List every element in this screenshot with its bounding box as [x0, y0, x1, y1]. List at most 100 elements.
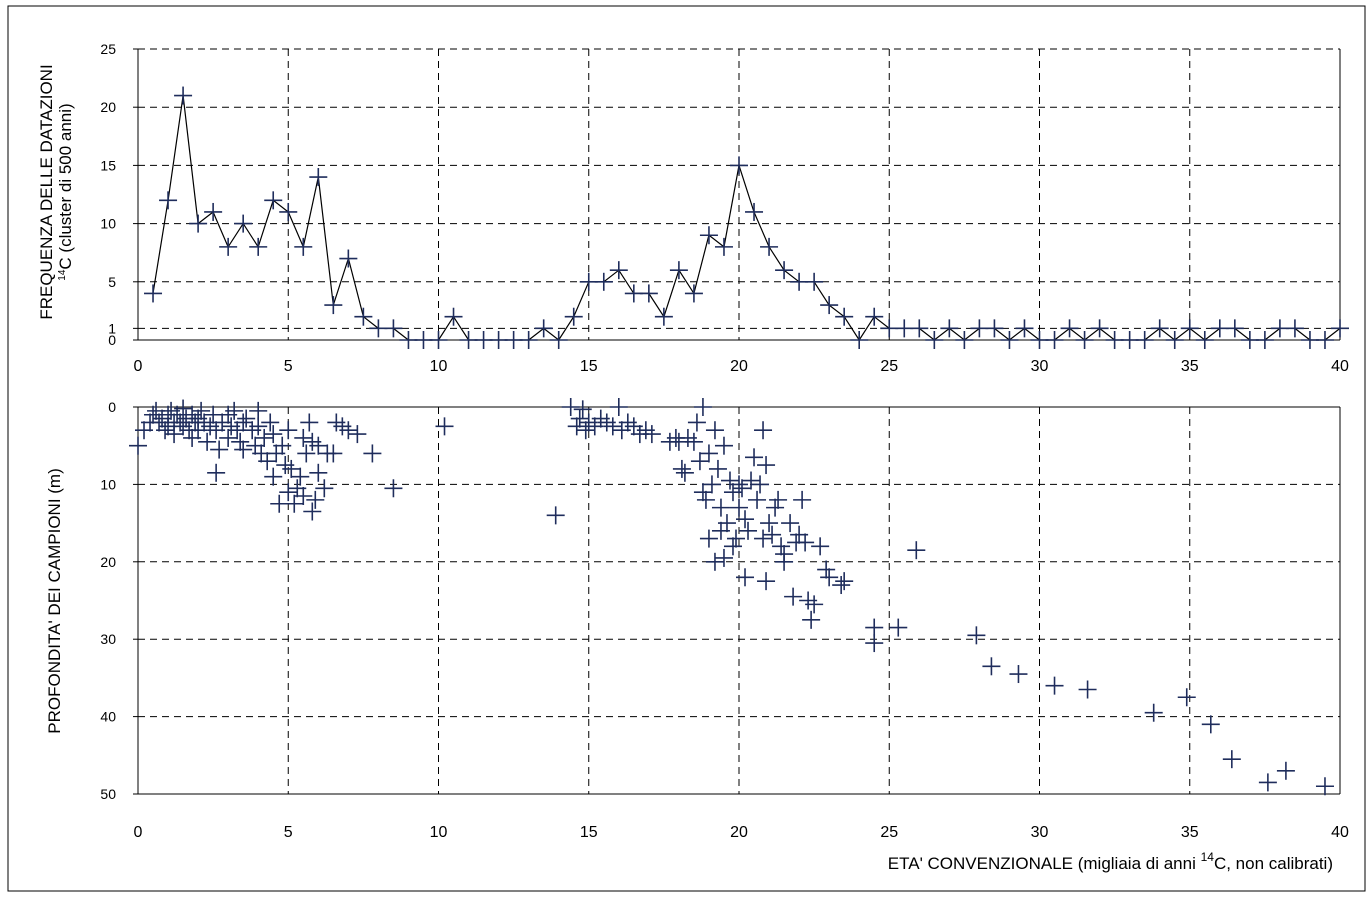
depth-point-135 [751, 475, 770, 494]
depth-chart: 0 10 20 30 40 50 0 5 10 15 20 25 30 35 40 PROFONDITA' … [45, 398, 1349, 873]
frequency-point-54 [955, 331, 974, 349]
depth-point-123 [723, 537, 742, 556]
depth-point-146 [775, 545, 794, 564]
depth-xlabel-sup: 14 [1201, 850, 1215, 864]
depth-point-92 [609, 398, 628, 416]
frequency-point-56 [985, 319, 1004, 338]
frequency-point-74 [1255, 331, 1274, 349]
frequency-point-47 [850, 331, 869, 349]
frequency-point-60 [1045, 331, 1064, 349]
frequency-point-55 [970, 319, 989, 338]
frequency-series [144, 86, 1349, 349]
depth-point-173 [1222, 750, 1241, 769]
depth-series [129, 398, 1334, 796]
frequency-point-11 [309, 168, 328, 187]
frequency-point-18 [414, 331, 433, 349]
depth-point-43 [249, 401, 268, 420]
depth-point-66 [303, 502, 322, 521]
depth-xtick-8: 40 [1331, 824, 1349, 841]
frequency-point-64 [1105, 331, 1124, 349]
depth-point-83 [567, 417, 586, 436]
depth-xtick-5: 25 [880, 824, 898, 841]
frequency-point-58 [1015, 319, 1034, 338]
depth-point-48 [261, 413, 280, 432]
frequency-ylabel-line1: FREQUENZA DELLE DATAZIONI [37, 64, 56, 319]
depth-point-155 [805, 595, 824, 614]
depth-point-136 [754, 421, 773, 440]
frequency-line [152, 95, 1341, 342]
depth-point-125 [726, 529, 745, 548]
frequency-point-26 [534, 319, 553, 338]
frequency-point-38 [714, 237, 733, 256]
depth-xtick-3: 15 [580, 824, 598, 841]
depth-xtick-1: 5 [284, 824, 293, 841]
depth-point-166 [982, 657, 1001, 676]
frequency-xtick-5: 25 [880, 358, 898, 375]
depth-point-77 [363, 444, 382, 463]
frequency-xtick-3: 15 [580, 358, 598, 375]
depth-point-108 [693, 398, 712, 416]
frequency-point-62 [1075, 331, 1094, 349]
frequency-point-35 [669, 261, 688, 280]
depth-point-129 [736, 510, 755, 529]
depth-point-152 [796, 533, 815, 552]
depth-point-122 [720, 471, 739, 490]
depth-point-171 [1177, 688, 1196, 707]
depth-point-144 [772, 537, 791, 556]
depth-point-82 [561, 398, 580, 416]
depth-tick-labels: 0 10 20 30 40 50 0 5 10 15 20 25 30 35 40 [100, 399, 1349, 841]
frequency-point-27 [549, 331, 568, 349]
frequency-grid [138, 48, 1340, 340]
frequency-point-2 [174, 86, 193, 105]
frequency-point-45 [820, 296, 839, 315]
frequency-point-44 [805, 272, 824, 291]
depth-point-55 [279, 421, 298, 440]
frequency-point-68 [1165, 331, 1184, 349]
frequency-xtick-8: 40 [1331, 358, 1349, 375]
depth-point-86 [576, 421, 595, 440]
frequency-point-46 [835, 307, 854, 326]
depth-point-44 [249, 417, 268, 436]
frequency-xtick-4: 20 [730, 358, 748, 375]
frequency-point-28 [564, 307, 583, 326]
depth-point-80 [435, 417, 454, 436]
frequency-point-24 [504, 331, 523, 349]
depth-point-119 [714, 436, 733, 455]
frequency-xtick-2: 10 [430, 358, 448, 375]
frequency-point-22 [474, 331, 493, 349]
depth-point-110 [696, 490, 715, 509]
depth-point-115 [705, 552, 724, 571]
frequency-point-39 [730, 156, 748, 175]
frequency-ytick-2: 5 [108, 274, 116, 290]
depth-point-165 [967, 626, 986, 645]
frequency-point-6 [234, 214, 253, 233]
frequency-point-15 [369, 319, 388, 338]
depth-point-116 [708, 459, 727, 478]
depth-point-139 [757, 572, 776, 591]
depth-axes [133, 406, 1341, 795]
frequency-point-14 [354, 307, 373, 326]
frequency-point-36 [684, 284, 703, 303]
frequency-point-23 [489, 331, 508, 349]
depth-point-39 [234, 440, 253, 459]
depth-point-78 [384, 479, 403, 498]
depth-point-174 [1258, 773, 1277, 792]
depth-grid [138, 407, 1340, 794]
frequency-point-19 [429, 331, 448, 349]
frequency-point-57 [1000, 331, 1019, 349]
depth-point-33 [219, 428, 238, 447]
frequency-point-48 [865, 307, 884, 326]
depth-point-63 [297, 444, 316, 463]
frequency-point-0 [144, 284, 163, 303]
frequency-ylabel-text: C (cluster di 500 anni) [56, 103, 75, 269]
depth-point-81 [546, 506, 565, 525]
frequency-point-1 [159, 191, 178, 210]
frequency-point-50 [895, 319, 914, 338]
frequency-point-53 [940, 319, 959, 338]
depth-xlabel: ETA' CONVENZIONALE (migliaia di anni 14C… [888, 850, 1333, 873]
depth-point-37 [231, 432, 250, 451]
frequency-point-77 [1300, 331, 1319, 349]
depth-point-57 [282, 459, 301, 478]
